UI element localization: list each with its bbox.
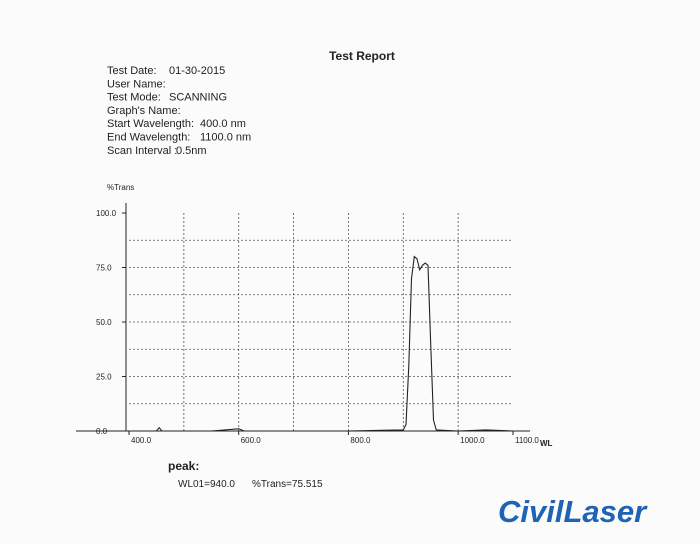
y-axis-label: %Trans [107, 183, 134, 192]
peak-title: peak: [168, 459, 199, 473]
spectrum-line [129, 255, 514, 432]
field-value: SCANNING [169, 92, 227, 104]
report-title: Test Report [329, 49, 395, 63]
field-value: 400.0 nm [200, 118, 246, 130]
peak-wl: WL01=940.0 [178, 479, 235, 490]
field-label: Graph's Name: [107, 105, 181, 117]
field-label: User Name: [107, 78, 166, 90]
field-label: Start Wavelength: [107, 118, 194, 130]
field-label: Scan Interval : [107, 145, 177, 157]
peak-trans: %Trans=75.515 [252, 479, 323, 490]
y-tick-label: 0.0 [96, 427, 108, 436]
x-tick-label: 400.0 [131, 436, 152, 445]
field-label: Test Date: [107, 65, 157, 77]
x-axis-label: WL [540, 439, 553, 448]
field-value: 0.5nm [176, 145, 207, 157]
x-tick-label: 800.0 [350, 436, 371, 445]
y-tick-label: 25.0 [96, 373, 112, 382]
y-tick-label: 50.0 [96, 318, 112, 327]
field-label: End Wavelength: [107, 132, 190, 144]
x-tick-label: 600.0 [241, 436, 262, 445]
field-value: 01-30-2015 [169, 65, 225, 77]
x-tick-label: 1100.0 [515, 436, 539, 445]
y-tick-label: 100.0 [96, 209, 117, 218]
y-tick-label: 75.0 [96, 264, 112, 273]
field-label: Test Mode: [107, 92, 161, 104]
x-tick-label: 1000.0 [460, 436, 485, 445]
logo: CivilLaser [498, 494, 648, 529]
field-value: 1100.0 nm [200, 132, 251, 144]
